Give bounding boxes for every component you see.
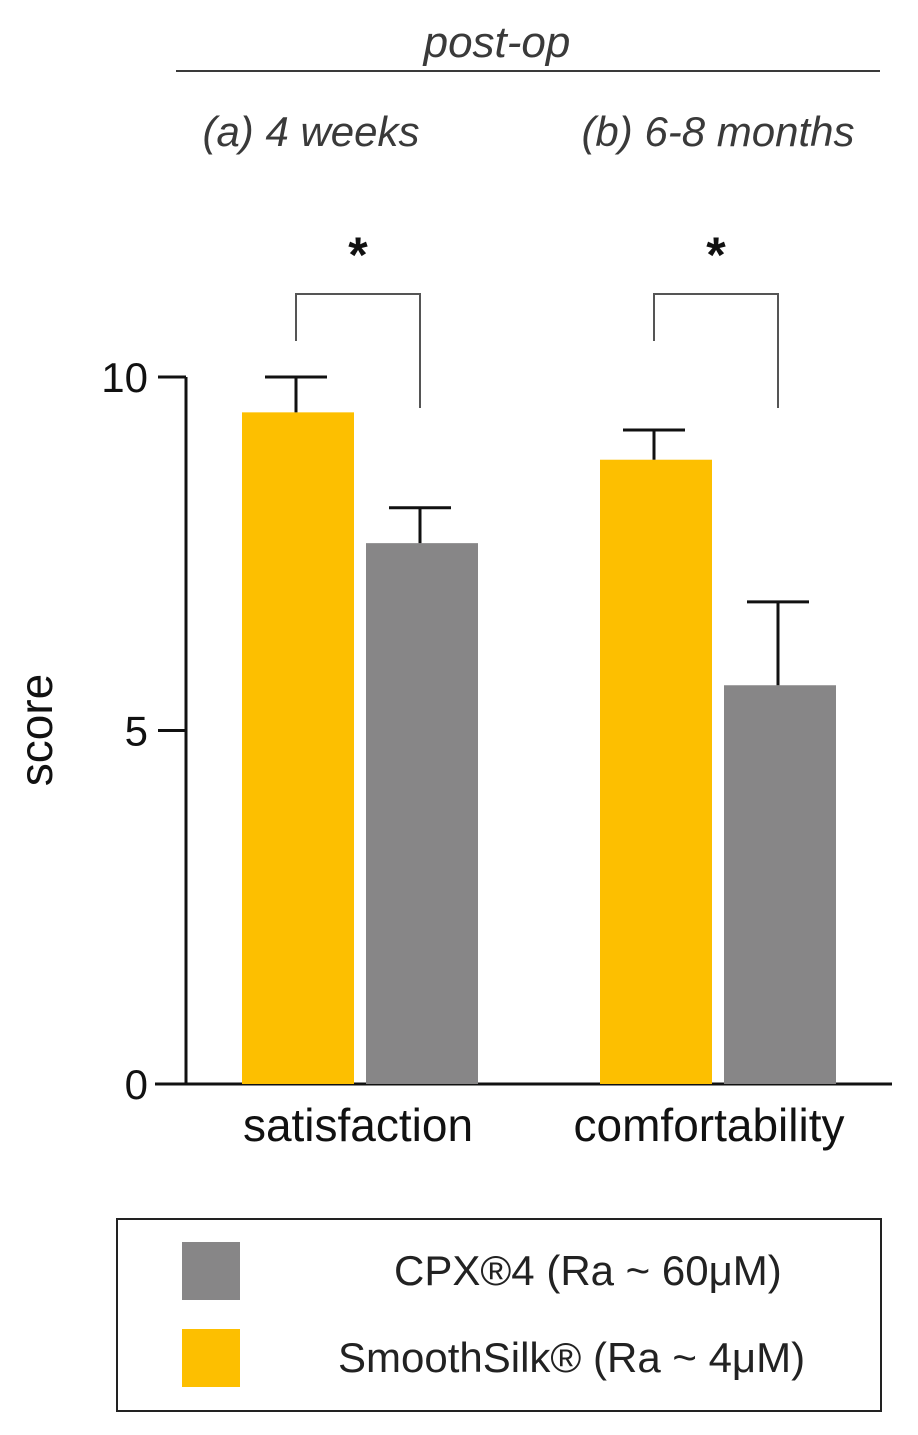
y-tick-label-5: 5	[125, 708, 148, 755]
category-label-satisfaction: satisfaction	[243, 1099, 473, 1151]
significance-brackets: * *	[295, 227, 779, 408]
bar-satisfaction-smoothsilk	[242, 412, 354, 1085]
legend-swatch-cpx4	[182, 1242, 240, 1300]
legend-item-smoothsilk: SmoothSilk® (Ra ~ 4μM)	[182, 1328, 805, 1388]
bar-comfortability-cpx4	[724, 685, 836, 1084]
significance-star-satisfaction: *	[348, 227, 368, 283]
significance-bracket-comfortability	[653, 293, 779, 408]
y-axis-label: score	[10, 674, 62, 786]
bar-satisfaction-cpx4	[366, 543, 478, 1084]
y-ticks: 0 5 10	[101, 354, 186, 1108]
error-bars	[265, 375, 809, 686]
legend-label-smoothsilk: SmoothSilk® (Ra ~ 4μM)	[338, 1334, 806, 1381]
legend-label-cpx4: CPX®4 (Ra ~ 60μM)	[394, 1247, 782, 1294]
legend: CPX®4 (Ra ~ 60μM) SmoothSilk® (Ra ~ 4μM)	[116, 1218, 882, 1412]
subtitle-a: (a) 4 weeks	[202, 108, 419, 155]
significance-bracket-satisfaction	[295, 293, 421, 408]
subtitle-b: (b) 6-8 months	[581, 108, 854, 155]
significance-star-comfortability: *	[706, 227, 726, 283]
y-tick-label-10: 10	[101, 354, 148, 401]
legend-item-cpx4: CPX®4 (Ra ~ 60μM)	[182, 1241, 782, 1301]
category-label-comfortability: comfortability	[574, 1099, 845, 1151]
legend-swatch-smoothsilk	[182, 1329, 240, 1387]
group-title: post-op	[422, 18, 571, 67]
y-tick-label-0: 0	[125, 1061, 148, 1108]
bars	[242, 412, 836, 1085]
bar-comfortability-smoothsilk	[600, 459, 712, 1084]
